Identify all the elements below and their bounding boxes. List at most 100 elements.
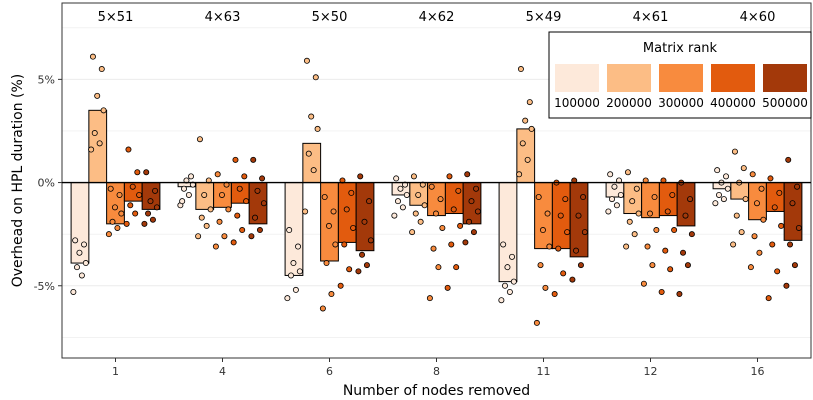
legend-swatch xyxy=(555,64,599,92)
data-point xyxy=(216,218,223,225)
data-point xyxy=(290,260,297,267)
data-point xyxy=(455,187,462,194)
data-point xyxy=(426,295,433,302)
data-point xyxy=(82,260,89,267)
data-point xyxy=(134,169,141,176)
data-point xyxy=(557,212,564,219)
data-point xyxy=(624,169,631,176)
data-point xyxy=(232,156,239,163)
data-point xyxy=(256,227,263,234)
data-point xyxy=(795,224,802,231)
data-point xyxy=(221,233,228,240)
data-point xyxy=(629,198,636,205)
process-grid-label: 5×50 xyxy=(312,10,348,25)
data-point xyxy=(145,210,152,217)
data-point xyxy=(152,187,159,194)
data-point xyxy=(88,146,95,153)
data-point xyxy=(196,136,203,143)
data-point xyxy=(107,185,114,192)
data-point xyxy=(791,262,798,269)
data-point xyxy=(337,282,344,289)
data-point xyxy=(252,214,259,221)
data-point xyxy=(149,216,156,223)
data-point xyxy=(343,206,350,213)
data-point xyxy=(348,189,355,196)
data-point xyxy=(688,231,695,238)
legend-label: 400000 xyxy=(710,96,756,110)
data-point xyxy=(613,202,620,209)
data-point xyxy=(667,266,674,273)
data-point xyxy=(147,198,154,205)
data-point xyxy=(260,200,267,207)
data-point xyxy=(680,249,687,256)
data-point xyxy=(308,113,315,120)
data-point xyxy=(577,262,584,269)
data-point xyxy=(462,239,469,246)
data-point xyxy=(644,243,651,250)
legend-swatch xyxy=(763,64,807,92)
data-point xyxy=(623,243,630,250)
data-point xyxy=(457,222,464,229)
data-point xyxy=(73,264,80,271)
data-point xyxy=(738,229,745,236)
data-point xyxy=(367,237,374,244)
data-point xyxy=(225,206,232,213)
data-point xyxy=(787,241,794,248)
data-point xyxy=(544,210,551,217)
grid-lines xyxy=(62,27,811,338)
y-tick-label: 5% xyxy=(38,73,55,86)
x-tick-label: 11 xyxy=(537,365,551,378)
data-point xyxy=(236,185,243,192)
data-point xyxy=(560,270,567,277)
data-point xyxy=(569,276,576,283)
data-point xyxy=(417,218,424,225)
data-point xyxy=(180,185,187,192)
data-point xyxy=(435,264,442,271)
data-point xyxy=(470,229,477,236)
data-point xyxy=(533,319,540,326)
bar xyxy=(320,182,339,262)
process-grid-label: 4×62 xyxy=(419,10,455,25)
data-point xyxy=(753,200,760,207)
data-point xyxy=(575,212,582,219)
data-point xyxy=(564,229,571,236)
data-point xyxy=(302,208,309,215)
process-grid-label: 4×60 xyxy=(740,10,776,25)
data-point xyxy=(765,295,772,302)
data-point xyxy=(100,107,107,114)
data-point xyxy=(188,173,195,180)
data-point xyxy=(684,262,691,269)
data-point xyxy=(509,253,516,260)
data-point xyxy=(141,220,148,227)
data-point xyxy=(409,229,416,236)
data-point xyxy=(132,210,139,217)
x-tick-label: 16 xyxy=(751,365,765,378)
data-point xyxy=(649,262,656,269)
data-point xyxy=(473,185,480,192)
data-point xyxy=(446,173,453,180)
data-point xyxy=(350,224,357,231)
data-point xyxy=(669,191,676,198)
data-point xyxy=(314,125,321,132)
data-point xyxy=(363,262,370,269)
bar xyxy=(676,182,696,227)
data-point xyxy=(651,194,658,201)
grid-labels: 5×51 4×63 5×50 4×62 5×49 4×61 4×60 xyxy=(98,10,776,25)
data-point xyxy=(608,196,615,203)
data-point xyxy=(76,249,83,256)
data-point xyxy=(611,183,618,190)
data-point xyxy=(605,208,612,215)
data-point xyxy=(714,167,721,174)
data-point xyxy=(195,233,202,240)
data-point xyxy=(535,194,542,201)
data-point xyxy=(546,243,553,250)
data-point xyxy=(323,260,330,267)
process-grid-label: 4×63 xyxy=(205,10,241,25)
data-point xyxy=(70,288,77,295)
data-point xyxy=(626,218,633,225)
data-point xyxy=(640,280,647,287)
data-point xyxy=(312,74,319,81)
data-point xyxy=(123,220,130,227)
data-point xyxy=(720,196,727,203)
data-point xyxy=(357,173,364,180)
